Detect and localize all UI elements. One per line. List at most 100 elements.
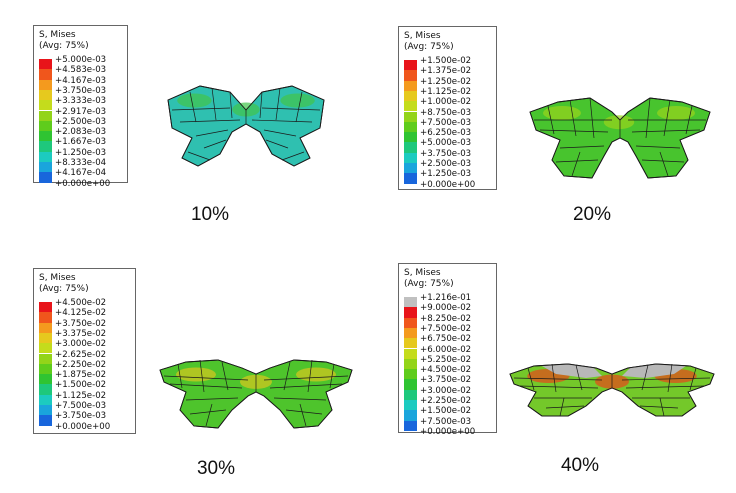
color-swatch	[39, 363, 52, 375]
scale-tick-label: +2.250e-02	[420, 396, 472, 406]
color-swatch	[404, 173, 417, 184]
color-swatch	[404, 400, 417, 411]
scale-tick-label: +0.000e+00	[420, 179, 476, 190]
legend-10: S, Mises (Avg: 75%) +5.000e-03 +4.583e-03…	[33, 25, 128, 189]
scale-tick-label: +3.750e-03	[55, 85, 107, 96]
mesh-element-edge	[641, 364, 649, 391]
color-swatch	[404, 389, 417, 400]
legend-20: S, Mises (Avg: 75%) +1.500e-02 +1.375e-02…	[398, 26, 497, 190]
mesh-element-edge	[559, 145, 605, 149]
scale-tick-label: +6.750e-02	[420, 334, 472, 345]
scale-tick-label: +2.500e-03	[55, 116, 107, 127]
mesh-element-edge	[625, 385, 705, 389]
color-swatch	[404, 379, 417, 390]
stress-patch	[657, 106, 695, 120]
mesh-element-edge	[189, 91, 197, 123]
scale-tick-label: +4.167e-03	[55, 75, 107, 86]
scale-tick-label: +3.000e-02	[420, 385, 472, 396]
color-swatch	[404, 101, 417, 112]
legend-subtitle: (Avg: 75%)	[404, 42, 454, 52]
caption-10: 10%	[190, 204, 230, 225]
scale-tick-label: +1.000e-02	[420, 97, 472, 108]
color-swatch	[39, 394, 52, 405]
deformed-mesh-40	[509, 363, 715, 417]
scale-tick-label: +1.500e-02	[420, 406, 472, 417]
scale-tick-label: +8.250e-02	[420, 313, 472, 324]
mesh-element-edge	[575, 364, 583, 391]
mesh-outline	[159, 359, 353, 429]
mesh-element-edge	[171, 107, 231, 111]
stress-patch	[177, 93, 212, 108]
scale-tick-label: +5.000e-03	[55, 55, 107, 65]
color-swatch	[404, 163, 417, 174]
scale-tick-label: +0.000e+00	[55, 178, 111, 189]
mesh-outline	[529, 97, 711, 179]
mesh-element-edge	[203, 139, 227, 149]
color-swatch	[404, 420, 417, 431]
scale-tick-label: +1.125e-02	[55, 390, 107, 401]
mesh-element-edge	[273, 397, 327, 401]
color-swatch	[39, 302, 52, 313]
mesh-element-edge	[251, 119, 313, 123]
legend-title: S, Mises	[39, 30, 76, 40]
color-swatch	[404, 317, 417, 328]
mesh-element-edge	[195, 129, 229, 137]
mesh-element-edge	[285, 409, 323, 415]
scale-tick-label: +7.500e-02	[420, 323, 472, 334]
scale-tick-label: +7.500e-03	[420, 416, 472, 427]
legend-subtitle: (Avg: 75%)	[404, 279, 454, 289]
scale-tick-label: +1.216e-01	[420, 293, 472, 303]
mesh-element-edge	[569, 99, 577, 137]
legend-title: S, Mises	[404, 31, 441, 41]
color-swatch	[404, 327, 417, 339]
scale-tick-label: +0.000e+00	[55, 421, 111, 432]
mesh-element-edge	[269, 383, 343, 389]
legend-40: S, Mises (Avg: 75%) +1.216e-01 +9.000e-02…	[398, 263, 497, 437]
color-swatch	[39, 415, 52, 426]
scale-tick-label: +4.500e-02	[420, 365, 472, 376]
color-swatch	[39, 405, 52, 416]
color-swatch	[39, 151, 52, 162]
color-swatch	[404, 410, 417, 421]
mesh-element-edge	[189, 409, 227, 415]
color-swatch	[39, 89, 52, 101]
color-swatch	[39, 120, 52, 132]
scale-tick-label: +3.750e-03	[420, 148, 472, 159]
scale-tick-label: +0.000e+00	[420, 426, 476, 437]
color-swatch	[39, 69, 52, 80]
color-swatch	[39, 141, 52, 152]
legend-title: S, Mises	[39, 273, 76, 283]
color-swatch	[39, 162, 52, 173]
scale-tick-label: +2.500e-03	[420, 159, 472, 169]
color-swatch	[404, 358, 417, 370]
scale-tick-label: +3.333e-03	[55, 96, 107, 107]
scale-tick-label: +3.750e-03	[55, 411, 107, 422]
color-swatch	[39, 100, 52, 111]
mesh-element-edge	[545, 405, 585, 409]
mesh-element-edge	[263, 375, 349, 381]
caption-40: 40%	[560, 455, 600, 476]
color-swatch	[39, 172, 52, 183]
scale-tick-label: +6.000e-02	[420, 344, 472, 355]
scale-tick-label: +1.875e-02	[55, 370, 107, 381]
color-swatch	[39, 110, 52, 121]
scale-tick-label: +2.250e-02	[55, 359, 107, 370]
mesh-element-edge	[163, 375, 249, 381]
mesh-element-edge	[179, 119, 241, 123]
scale-tick-label: +1.667e-03	[55, 137, 107, 148]
deformed-mesh-30	[159, 359, 353, 429]
mesh-element-edge	[295, 91, 303, 123]
color-swatch	[39, 343, 52, 354]
mesh-element-edge	[659, 397, 665, 417]
scale-tick-label: +1.250e-03	[420, 169, 472, 180]
color-swatch	[39, 79, 52, 90]
mesh-element-edge	[265, 139, 289, 149]
color-swatch	[39, 131, 52, 142]
scale-tick-label: +8.750e-03	[420, 107, 472, 118]
legend-30: S, Mises (Avg: 75%) +4.500e-02 +4.125e-02…	[33, 268, 136, 434]
scale-tick-label: +3.375e-02	[55, 328, 107, 339]
scale-tick-label: +9.000e-02	[420, 303, 472, 314]
deformed-mesh-20	[529, 97, 711, 179]
scale-tick-label: +2.917e-03	[55, 106, 107, 117]
mesh-element-edge	[275, 87, 281, 121]
